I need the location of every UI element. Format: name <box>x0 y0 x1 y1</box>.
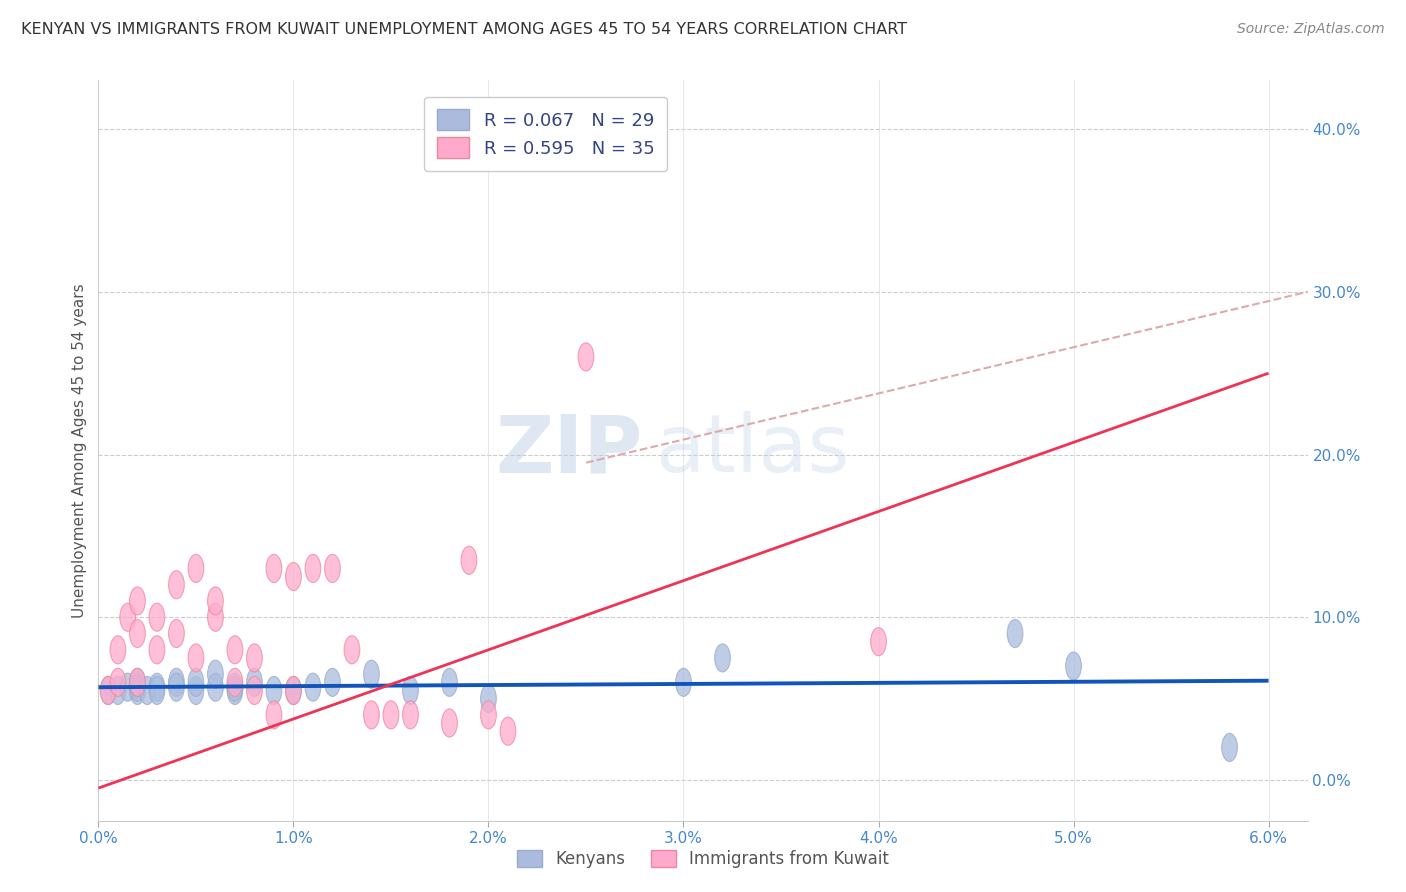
Ellipse shape <box>129 668 145 697</box>
Text: Source: ZipAtlas.com: Source: ZipAtlas.com <box>1237 22 1385 37</box>
Ellipse shape <box>100 676 117 705</box>
Ellipse shape <box>1222 733 1237 762</box>
Text: KENYAN VS IMMIGRANTS FROM KUWAIT UNEMPLOYMENT AMONG AGES 45 TO 54 YEARS CORRELAT: KENYAN VS IMMIGRANTS FROM KUWAIT UNEMPLO… <box>21 22 907 37</box>
Ellipse shape <box>441 668 457 697</box>
Ellipse shape <box>402 676 419 705</box>
Text: atlas: atlas <box>655 411 849 490</box>
Ellipse shape <box>325 668 340 697</box>
Ellipse shape <box>402 701 419 729</box>
Ellipse shape <box>266 676 281 705</box>
Ellipse shape <box>120 673 135 701</box>
Ellipse shape <box>228 668 243 697</box>
Ellipse shape <box>266 701 281 729</box>
Ellipse shape <box>285 563 301 591</box>
Ellipse shape <box>285 676 301 705</box>
Ellipse shape <box>188 644 204 672</box>
Ellipse shape <box>305 673 321 701</box>
Ellipse shape <box>129 619 145 648</box>
Ellipse shape <box>208 673 224 701</box>
Ellipse shape <box>169 619 184 648</box>
Ellipse shape <box>129 676 145 705</box>
Ellipse shape <box>139 676 155 705</box>
Ellipse shape <box>578 343 593 371</box>
Ellipse shape <box>441 709 457 737</box>
Ellipse shape <box>382 701 399 729</box>
Ellipse shape <box>100 676 117 705</box>
Legend: R = 0.067   N = 29, R = 0.595   N = 35: R = 0.067 N = 29, R = 0.595 N = 35 <box>425 96 668 171</box>
Ellipse shape <box>285 676 301 705</box>
Legend: Kenyans, Immigrants from Kuwait: Kenyans, Immigrants from Kuwait <box>510 843 896 875</box>
Ellipse shape <box>266 554 281 582</box>
Ellipse shape <box>501 717 516 745</box>
Ellipse shape <box>149 603 165 632</box>
Ellipse shape <box>169 571 184 599</box>
Ellipse shape <box>246 644 263 672</box>
Ellipse shape <box>305 554 321 582</box>
Ellipse shape <box>246 668 263 697</box>
Ellipse shape <box>149 673 165 701</box>
Ellipse shape <box>364 701 380 729</box>
Ellipse shape <box>481 701 496 729</box>
Ellipse shape <box>208 587 224 615</box>
Ellipse shape <box>110 636 125 664</box>
Ellipse shape <box>129 668 145 697</box>
Ellipse shape <box>714 644 730 672</box>
Ellipse shape <box>169 673 184 701</box>
Ellipse shape <box>344 636 360 664</box>
Ellipse shape <box>149 676 165 705</box>
Ellipse shape <box>120 603 135 632</box>
Ellipse shape <box>208 660 224 689</box>
Ellipse shape <box>129 673 145 701</box>
Ellipse shape <box>188 554 204 582</box>
Ellipse shape <box>325 554 340 582</box>
Ellipse shape <box>228 676 243 705</box>
Ellipse shape <box>188 668 204 697</box>
Ellipse shape <box>169 668 184 697</box>
Ellipse shape <box>208 603 224 632</box>
Text: ZIP: ZIP <box>495 411 643 490</box>
Ellipse shape <box>676 668 692 697</box>
Ellipse shape <box>870 628 886 656</box>
Ellipse shape <box>188 676 204 705</box>
Ellipse shape <box>228 673 243 701</box>
Ellipse shape <box>481 684 496 713</box>
Ellipse shape <box>1007 619 1024 648</box>
Ellipse shape <box>129 587 145 615</box>
Ellipse shape <box>149 636 165 664</box>
Ellipse shape <box>228 636 243 664</box>
Ellipse shape <box>110 668 125 697</box>
Ellipse shape <box>1066 652 1081 680</box>
Y-axis label: Unemployment Among Ages 45 to 54 years: Unemployment Among Ages 45 to 54 years <box>72 283 87 618</box>
Ellipse shape <box>364 660 380 689</box>
Ellipse shape <box>110 676 125 705</box>
Ellipse shape <box>246 676 263 705</box>
Ellipse shape <box>461 546 477 574</box>
